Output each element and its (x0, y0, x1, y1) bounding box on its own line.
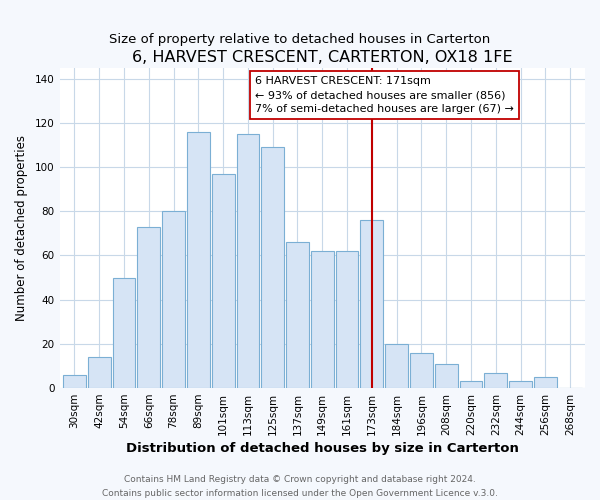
Bar (236, 134, 259, 388)
Title: 6, HARVEST CRESCENT, CARTERTON, OX18 1FE: 6, HARVEST CRESCENT, CARTERTON, OX18 1FE (132, 50, 512, 65)
Text: 6 HARVEST CRESCENT: 171sqm
← 93% of detached houses are smaller (856)
7% of semi: 6 HARVEST CRESCENT: 171sqm ← 93% of deta… (256, 76, 514, 114)
Bar (286, 242, 309, 388)
Text: Contains HM Land Registry data © Crown copyright and database right 2024.
Contai: Contains HM Land Registry data © Crown c… (102, 476, 498, 498)
Bar (435, 364, 458, 388)
Bar (509, 382, 532, 388)
Bar (534, 377, 557, 388)
Bar (361, 220, 383, 388)
Bar (162, 211, 185, 388)
Bar (212, 174, 235, 388)
Bar (385, 344, 408, 388)
Bar (484, 372, 507, 388)
Bar (262, 147, 284, 388)
Bar (63, 375, 86, 388)
Bar (187, 132, 210, 388)
Bar (460, 382, 482, 388)
Bar (311, 251, 334, 388)
Bar (335, 251, 358, 388)
Bar (410, 352, 433, 388)
Bar (88, 357, 110, 388)
Y-axis label: Number of detached properties: Number of detached properties (15, 135, 28, 321)
Bar (113, 278, 136, 388)
X-axis label: Distribution of detached houses by size in Carterton: Distribution of detached houses by size … (126, 442, 519, 455)
Text: Size of property relative to detached houses in Carterton: Size of property relative to detached ho… (109, 32, 491, 46)
Bar (137, 226, 160, 388)
